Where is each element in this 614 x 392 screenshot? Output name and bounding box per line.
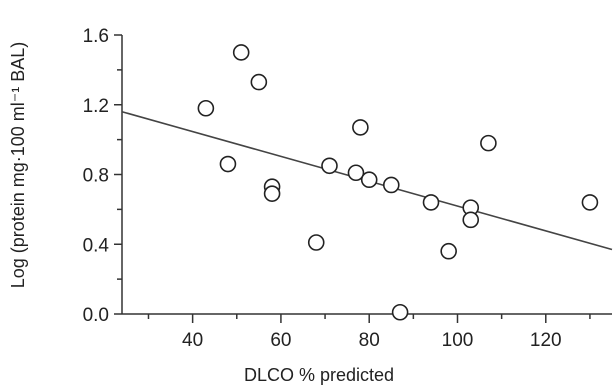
data-point	[422, 194, 440, 211]
data-point	[219, 155, 237, 173]
y-tick-label: 0.4	[83, 235, 110, 256]
data-point	[462, 211, 480, 229]
data-point	[232, 44, 250, 61]
data-point	[480, 134, 497, 152]
data-point	[250, 73, 268, 91]
data-point	[382, 176, 400, 194]
x-tick-label: 120	[530, 330, 562, 351]
x-tick-label: 40	[182, 330, 203, 351]
x-axis-title: DLCO % predicted	[244, 365, 394, 385]
x-tick-label: 80	[359, 330, 380, 351]
data-point	[360, 171, 378, 189]
y-axis: 0.0 0.4 0.8 1.2 1.6	[83, 26, 123, 326]
data-point	[321, 157, 338, 175]
y-tick-label: 0.8	[83, 166, 109, 187]
data-point	[347, 164, 365, 182]
x-tick-label: 100	[442, 330, 474, 351]
points-layer	[197, 44, 599, 321]
y-tick-label: 1.2	[83, 96, 109, 117]
data-point	[197, 99, 215, 117]
x-axis: 40 60 80 100 120	[122, 313, 612, 351]
x-tick-label: 60	[270, 330, 291, 351]
y-tick-label: 1.6	[83, 26, 109, 47]
data-point	[391, 303, 409, 321]
y-axis-title: Log (protein mg·100 ml⁻¹ BAL)	[8, 42, 28, 289]
data-point	[307, 234, 325, 251]
y-tick-label: 0.0	[83, 305, 109, 326]
data-point	[440, 242, 457, 260]
data-point	[263, 185, 281, 202]
data-point	[352, 119, 369, 136]
data-point	[581, 194, 599, 211]
